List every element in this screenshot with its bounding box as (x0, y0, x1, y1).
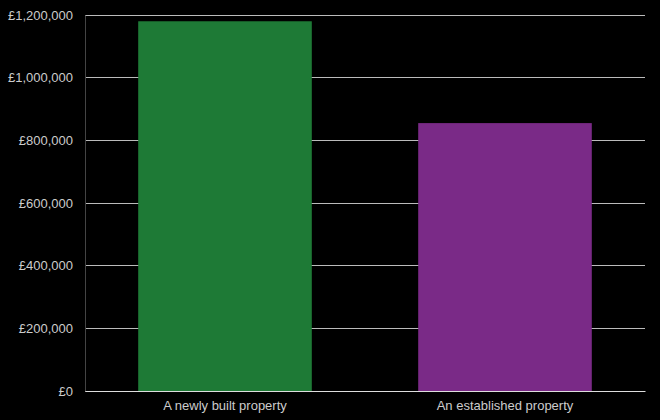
tick-label: £800,000 (19, 133, 73, 148)
tick: £1,200,000 (8, 8, 85, 23)
bars (138, 21, 592, 391)
tick: A newly built property (163, 391, 287, 413)
axis-line (85, 16, 86, 392)
x-axis: A newly built property An established pro… (86, 391, 646, 413)
tick: £0 (59, 384, 85, 399)
tick-label: £600,000 (19, 196, 73, 211)
tick-label: £1,200,000 (8, 8, 73, 23)
tick: £200,000 (19, 321, 85, 336)
plot: £0 £200,000 £400,000 £600,000 £800,000 £1,000… (8, 8, 646, 414)
grid (85, 15, 645, 391)
tick-label: £400,000 (19, 258, 73, 273)
axis-line (86, 391, 646, 392)
tick: £400,000 (19, 258, 85, 273)
bar (138, 21, 312, 391)
tick-label: £200,000 (19, 321, 73, 336)
tick-label: A newly built property (163, 398, 287, 413)
tick: £1,000,000 (8, 70, 85, 85)
tick: £800,000 (19, 133, 85, 148)
y-axis: £0 £200,000 £400,000 £600,000 £800,000 £1,000… (8, 8, 86, 399)
tick-label: An established property (437, 398, 574, 413)
chart: £0 £200,000 £400,000 £600,000 £800,000 £1,000… (0, 0, 660, 420)
tick: £600,000 (19, 196, 85, 211)
tick: An established property (437, 391, 574, 413)
bar (418, 123, 592, 391)
tick-label: £1,000,000 (8, 70, 73, 85)
tick-label: £0 (59, 384, 73, 399)
grid-line (85, 15, 645, 16)
